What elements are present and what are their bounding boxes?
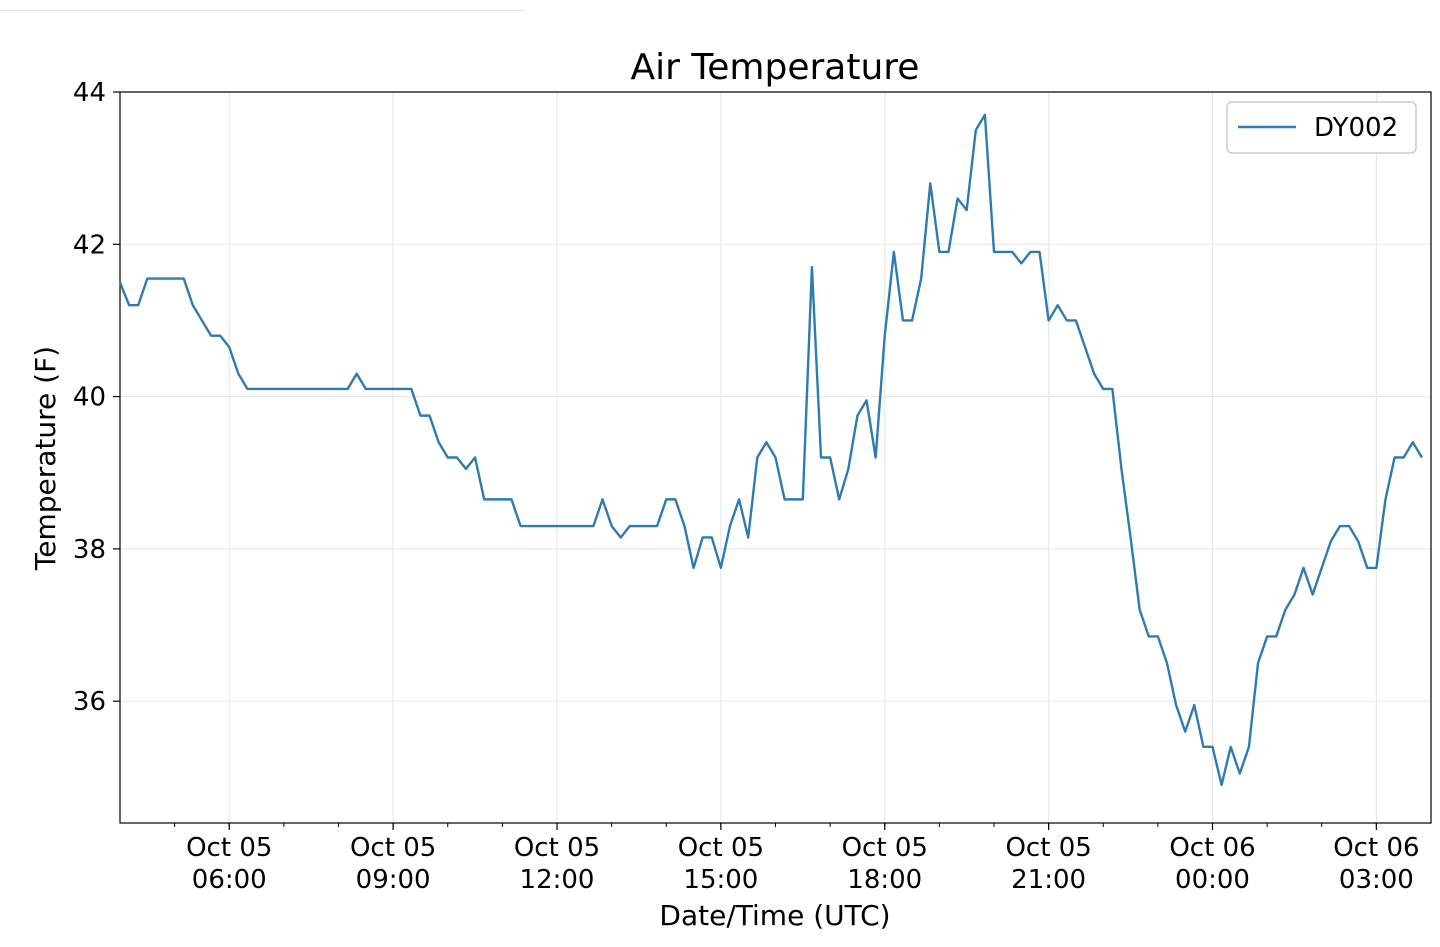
y-tick-label: 38 bbox=[73, 535, 106, 565]
x-tick-label-date: Oct 05 bbox=[350, 833, 436, 863]
x-axis-label: Date/Time (UTC) bbox=[659, 899, 890, 932]
y-tick-label: 36 bbox=[73, 687, 106, 717]
legend-box bbox=[1226, 101, 1417, 154]
chart-title: Air Temperature bbox=[631, 47, 920, 88]
x-tick-label-time: 12:00 bbox=[520, 865, 595, 895]
x-tick-label-date: Oct 05 bbox=[678, 833, 764, 863]
y-axis: 36 38 40 42 44 bbox=[73, 78, 120, 717]
x-tick-label-time: 15:00 bbox=[683, 865, 758, 895]
x-tick-label-date: Oct 05 bbox=[186, 833, 272, 863]
y-tick-label: 44 bbox=[73, 78, 106, 108]
y-axis-label: Temperature (F) bbox=[29, 346, 62, 571]
x-tick-label-time: 21:00 bbox=[1011, 865, 1086, 895]
y-tick-label: 40 bbox=[73, 383, 106, 413]
x-tick-label-date: Oct 06 bbox=[1333, 833, 1419, 863]
x-tick-label-time: 09:00 bbox=[356, 865, 431, 895]
series-layer bbox=[118, 113, 1423, 787]
x-tick-label-date: Oct 06 bbox=[1169, 833, 1255, 863]
legend: DY002 bbox=[1226, 101, 1417, 154]
legend-label-dy002: DY002 bbox=[1314, 113, 1398, 143]
x-tick-label-time: 00:00 bbox=[1175, 865, 1250, 895]
y-tick-label: 42 bbox=[73, 230, 106, 260]
x-tick-label-date: Oct 05 bbox=[1005, 833, 1091, 863]
x-tick-label-time: 03:00 bbox=[1339, 865, 1414, 895]
x-tick-label-time: 18:00 bbox=[847, 865, 922, 895]
top-divider bbox=[0, 0, 525, 11]
x-tick-label-time: 06:00 bbox=[192, 865, 267, 895]
series-line-dy002 bbox=[118, 113, 1423, 787]
x-tick-label-date: Oct 05 bbox=[514, 833, 600, 863]
x-tick-label-date: Oct 05 bbox=[842, 833, 928, 863]
